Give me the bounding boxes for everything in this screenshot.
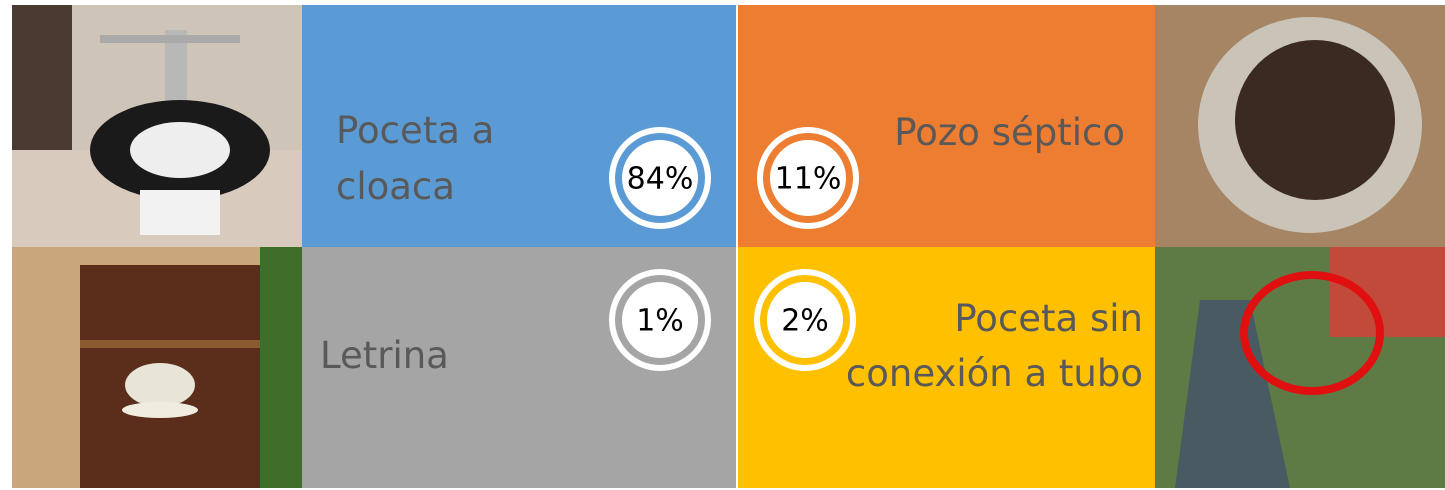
percent-label: 84% [627, 162, 694, 197]
photo-polluted-creek [1155, 247, 1445, 488]
percent-label: 2% [781, 304, 829, 339]
tile-label: Poceta a [336, 109, 494, 152]
tile-label: Pozo séptico [894, 111, 1125, 154]
tile-label: conexión a tubo [846, 352, 1143, 395]
photo-latrine [12, 247, 302, 488]
infographic: Poceta a cloaca 84% Pozo séptico 11% Letrina 1… [0, 0, 1445, 490]
percent-label: 11% [775, 162, 842, 197]
photo-septic-well [1155, 5, 1445, 247]
percent-label: 1% [636, 304, 684, 339]
tile-label: Letrina [320, 334, 449, 377]
tile-label: Poceta sin [954, 297, 1143, 340]
tile-label: cloaca [336, 165, 455, 208]
photo-toilet [12, 5, 302, 247]
